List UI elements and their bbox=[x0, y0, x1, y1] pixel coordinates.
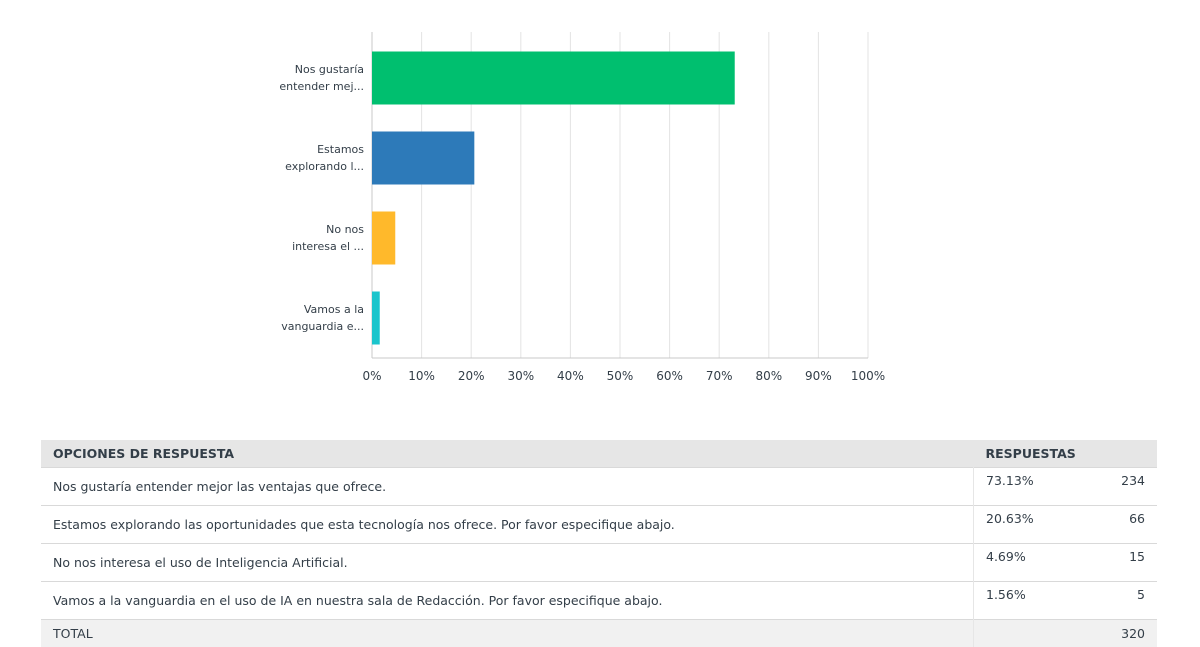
row-count: 15 bbox=[1098, 544, 1157, 582]
bar bbox=[372, 52, 735, 105]
chart-canvas bbox=[0, 0, 1200, 400]
category-label-line: interesa el ... bbox=[234, 238, 364, 255]
x-tick-label: 50% bbox=[595, 369, 645, 383]
category-label-line: entender mej... bbox=[234, 78, 364, 95]
row-count: 5 bbox=[1098, 582, 1157, 620]
bar bbox=[372, 212, 395, 265]
bar bbox=[372, 132, 474, 185]
table-total-row: TOTAL 320 bbox=[41, 620, 1157, 647]
header-responses: RESPUESTAS bbox=[974, 440, 1158, 468]
row-option: No nos interesa el uso de Inteligencia A… bbox=[41, 544, 974, 582]
x-tick-label: 60% bbox=[645, 369, 695, 383]
table-row: Estamos explorando las oportunidades que… bbox=[41, 506, 1157, 544]
category-label-line: vanguardia e... bbox=[234, 318, 364, 335]
x-tick-label: 90% bbox=[793, 369, 843, 383]
x-tick-label: 20% bbox=[446, 369, 496, 383]
category-label-line: Estamos bbox=[234, 141, 364, 158]
x-tick-label: 0% bbox=[347, 369, 397, 383]
row-percent: 73.13% bbox=[974, 468, 1099, 506]
row-option: Nos gustaría entender mejor las ventajas… bbox=[41, 468, 974, 506]
results-table: OPCIONES DE RESPUESTA RESPUESTAS Nos gus… bbox=[41, 440, 1157, 647]
category-label-line: explorando l... bbox=[234, 158, 364, 175]
x-tick-label: 10% bbox=[397, 369, 447, 383]
category-label-line: Vamos a la bbox=[234, 301, 364, 318]
row-option: Vamos a la vanguardia en el uso de IA en… bbox=[41, 582, 974, 620]
x-tick-label: 100% bbox=[843, 369, 893, 383]
total-spacer bbox=[974, 620, 1099, 647]
x-tick-label: 40% bbox=[545, 369, 595, 383]
x-tick-label: 70% bbox=[694, 369, 744, 383]
table-row: No nos interesa el uso de Inteligencia A… bbox=[41, 544, 1157, 582]
x-tick-label: 80% bbox=[744, 369, 794, 383]
row-percent: 20.63% bbox=[974, 506, 1099, 544]
category-label-line: Nos gustaría bbox=[234, 61, 364, 78]
x-tick-label: 30% bbox=[496, 369, 546, 383]
row-percent: 4.69% bbox=[974, 544, 1099, 582]
header-options: OPCIONES DE RESPUESTA bbox=[41, 440, 974, 468]
table-header-row: OPCIONES DE RESPUESTA RESPUESTAS bbox=[41, 440, 1157, 468]
row-count: 66 bbox=[1098, 506, 1157, 544]
row-percent: 1.56% bbox=[974, 582, 1099, 620]
total-count: 320 bbox=[1098, 620, 1157, 647]
row-option: Estamos explorando las oportunidades que… bbox=[41, 506, 974, 544]
bar bbox=[372, 292, 380, 345]
table-row: Nos gustaría entender mejor las ventajas… bbox=[41, 468, 1157, 506]
total-label: TOTAL bbox=[41, 620, 974, 647]
row-count: 234 bbox=[1098, 468, 1157, 506]
table-row: Vamos a la vanguardia en el uso de IA en… bbox=[41, 582, 1157, 620]
category-label-line: No nos bbox=[234, 221, 364, 238]
